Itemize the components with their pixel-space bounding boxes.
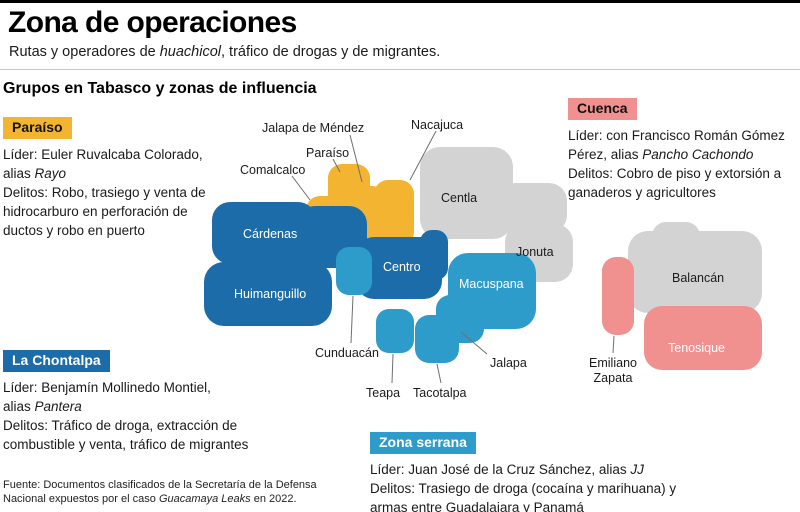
tag-serrana: Zona serrana — [370, 432, 476, 454]
info-block-cuenca: Cuenca Líder: con Francisco Román Gómez … — [568, 98, 800, 202]
cuenca-delitos: Delitos: Cobro de piso y extorsión a gan… — [568, 166, 782, 200]
map-region-teapa — [376, 309, 414, 353]
map-label-jalapa-de-mendez: Jalapa de Méndez — [262, 121, 365, 135]
leader-line-teapa — [391, 353, 394, 384]
chontalpa-lider-alias: Pantera — [34, 399, 82, 414]
map-region-nacajuca — [374, 180, 414, 246]
subtitle: Rutas y operadores de huachicol, tráfico… — [9, 44, 440, 60]
info-block-serrana: Zona serrana Líder: Juan José de la Cruz… — [370, 432, 700, 512]
paraiso-lider-text: Líder: Euler Ruvalcaba Colorado, alias — [3, 147, 203, 181]
leader-line-emiliano-zapata — [612, 335, 615, 354]
map-region-cunduacan — [336, 247, 372, 295]
leader-line-comalcalco — [291, 175, 311, 201]
tag-cuenca: Cuenca — [568, 98, 637, 120]
chontalpa-delitos: Delitos: Tráfico de droga, extracción de… — [3, 418, 249, 452]
page-title: Zona de operaciones — [8, 6, 297, 39]
map-region-huimanguillo — [204, 262, 332, 326]
map-region-centro-east — [420, 230, 448, 280]
map-label-emiliano-zapata: Emiliano Zapata — [580, 356, 646, 386]
chontalpa-lider-text: Líder: Benjamín Mollinedo Montiel, alias — [3, 380, 211, 414]
cuenca-lider-text: Líder: con Francisco Román Gómez Pérez, … — [568, 128, 785, 162]
serrana-lider: Líder: Juan José de la Cruz Sánchez, ali… — [370, 460, 680, 479]
map-region-tenosique — [644, 306, 762, 370]
cuenca-lider-alias: Pancho Cachondo — [642, 147, 754, 162]
map-label-cunduacan: Cunduacán — [315, 346, 379, 360]
header-divider — [0, 69, 800, 70]
map-label-balancan: Balancán — [672, 271, 725, 285]
paraiso-lider-alias: Rayo — [34, 166, 67, 181]
serrana-lider-alias: JJ — [630, 462, 644, 477]
source-italic: Guacamaya Leaks — [158, 492, 251, 505]
subtitle-post: , tráfico de drogas y de migrantes. — [221, 44, 441, 60]
cuenca-lider: Líder: con Francisco Román Gómez Pérez, … — [568, 126, 786, 164]
leader-line-cunduacan — [350, 295, 354, 344]
top-border — [0, 0, 800, 3]
map-label-tacotalpa: Tacotalpa — [413, 386, 467, 400]
map-label-macuspana: Macuspana — [459, 277, 524, 291]
chontalpa-lider: Líder: Benjamín Mollinedo Montiel, alias… — [3, 378, 233, 416]
map-label-huimanguillo: Huimanguillo — [234, 287, 307, 301]
section-title: Grupos en Tabasco y zonas de influencia — [3, 80, 317, 97]
paraiso-delitos: Delitos: Robo, trasiego y venta de hidro… — [3, 185, 206, 238]
map-label-comalcalco: Comalcalco — [240, 163, 306, 177]
map-label-cardenas: Cárdenas — [243, 227, 298, 241]
map-label-centla: Centla — [441, 191, 478, 205]
subtitle-pre: Rutas y operadores de — [9, 44, 160, 60]
map-region-tacotalpa — [415, 315, 459, 363]
map-region-emiliano-zapata — [602, 257, 634, 335]
map-label-centro: Centro — [383, 260, 421, 274]
emiliano-zapata-line2: Zapata — [593, 371, 633, 385]
map-label-tenosique: Tenosique — [668, 341, 725, 355]
map-label-teapa: Teapa — [366, 386, 401, 400]
source-post: en 2022. — [250, 492, 297, 505]
source-note: Fuente: Documentos clasificados de la Se… — [3, 479, 343, 506]
info-block-chontalpa: La Chontalpa Líder: Benjamín Mollinedo M… — [3, 350, 278, 454]
map-label-nacajuca: Nacajuca — [411, 118, 464, 132]
source-pre: Fuente: Documentos clasificados de la Se… — [3, 479, 317, 505]
subtitle-italic: huachicol — [159, 44, 221, 60]
map-label-paraiso: Paraíso — [306, 146, 350, 160]
serrana-delitos: Delitos: Trasiego de droga (cocaína y ma… — [370, 481, 677, 512]
tag-chontalpa: La Chontalpa — [3, 350, 110, 372]
info-block-paraiso: Paraíso Líder: Euler Ruvalcaba Colorado,… — [3, 117, 218, 240]
paraiso-lider: Líder: Euler Ruvalcaba Colorado, alias R… — [3, 145, 210, 183]
map-label-jonuta: Jonuta — [516, 245, 554, 259]
leader-line-tacotalpa — [436, 363, 442, 384]
map-label-jalapa: Jalapa — [490, 356, 527, 370]
serrana-lider-text: Líder: Juan José de la Cruz Sánchez, ali… — [370, 462, 631, 477]
map-region-balancan — [628, 231, 762, 313]
emiliano-zapata-line1: Emiliano — [589, 356, 637, 370]
tag-paraiso: Paraíso — [3, 117, 72, 139]
